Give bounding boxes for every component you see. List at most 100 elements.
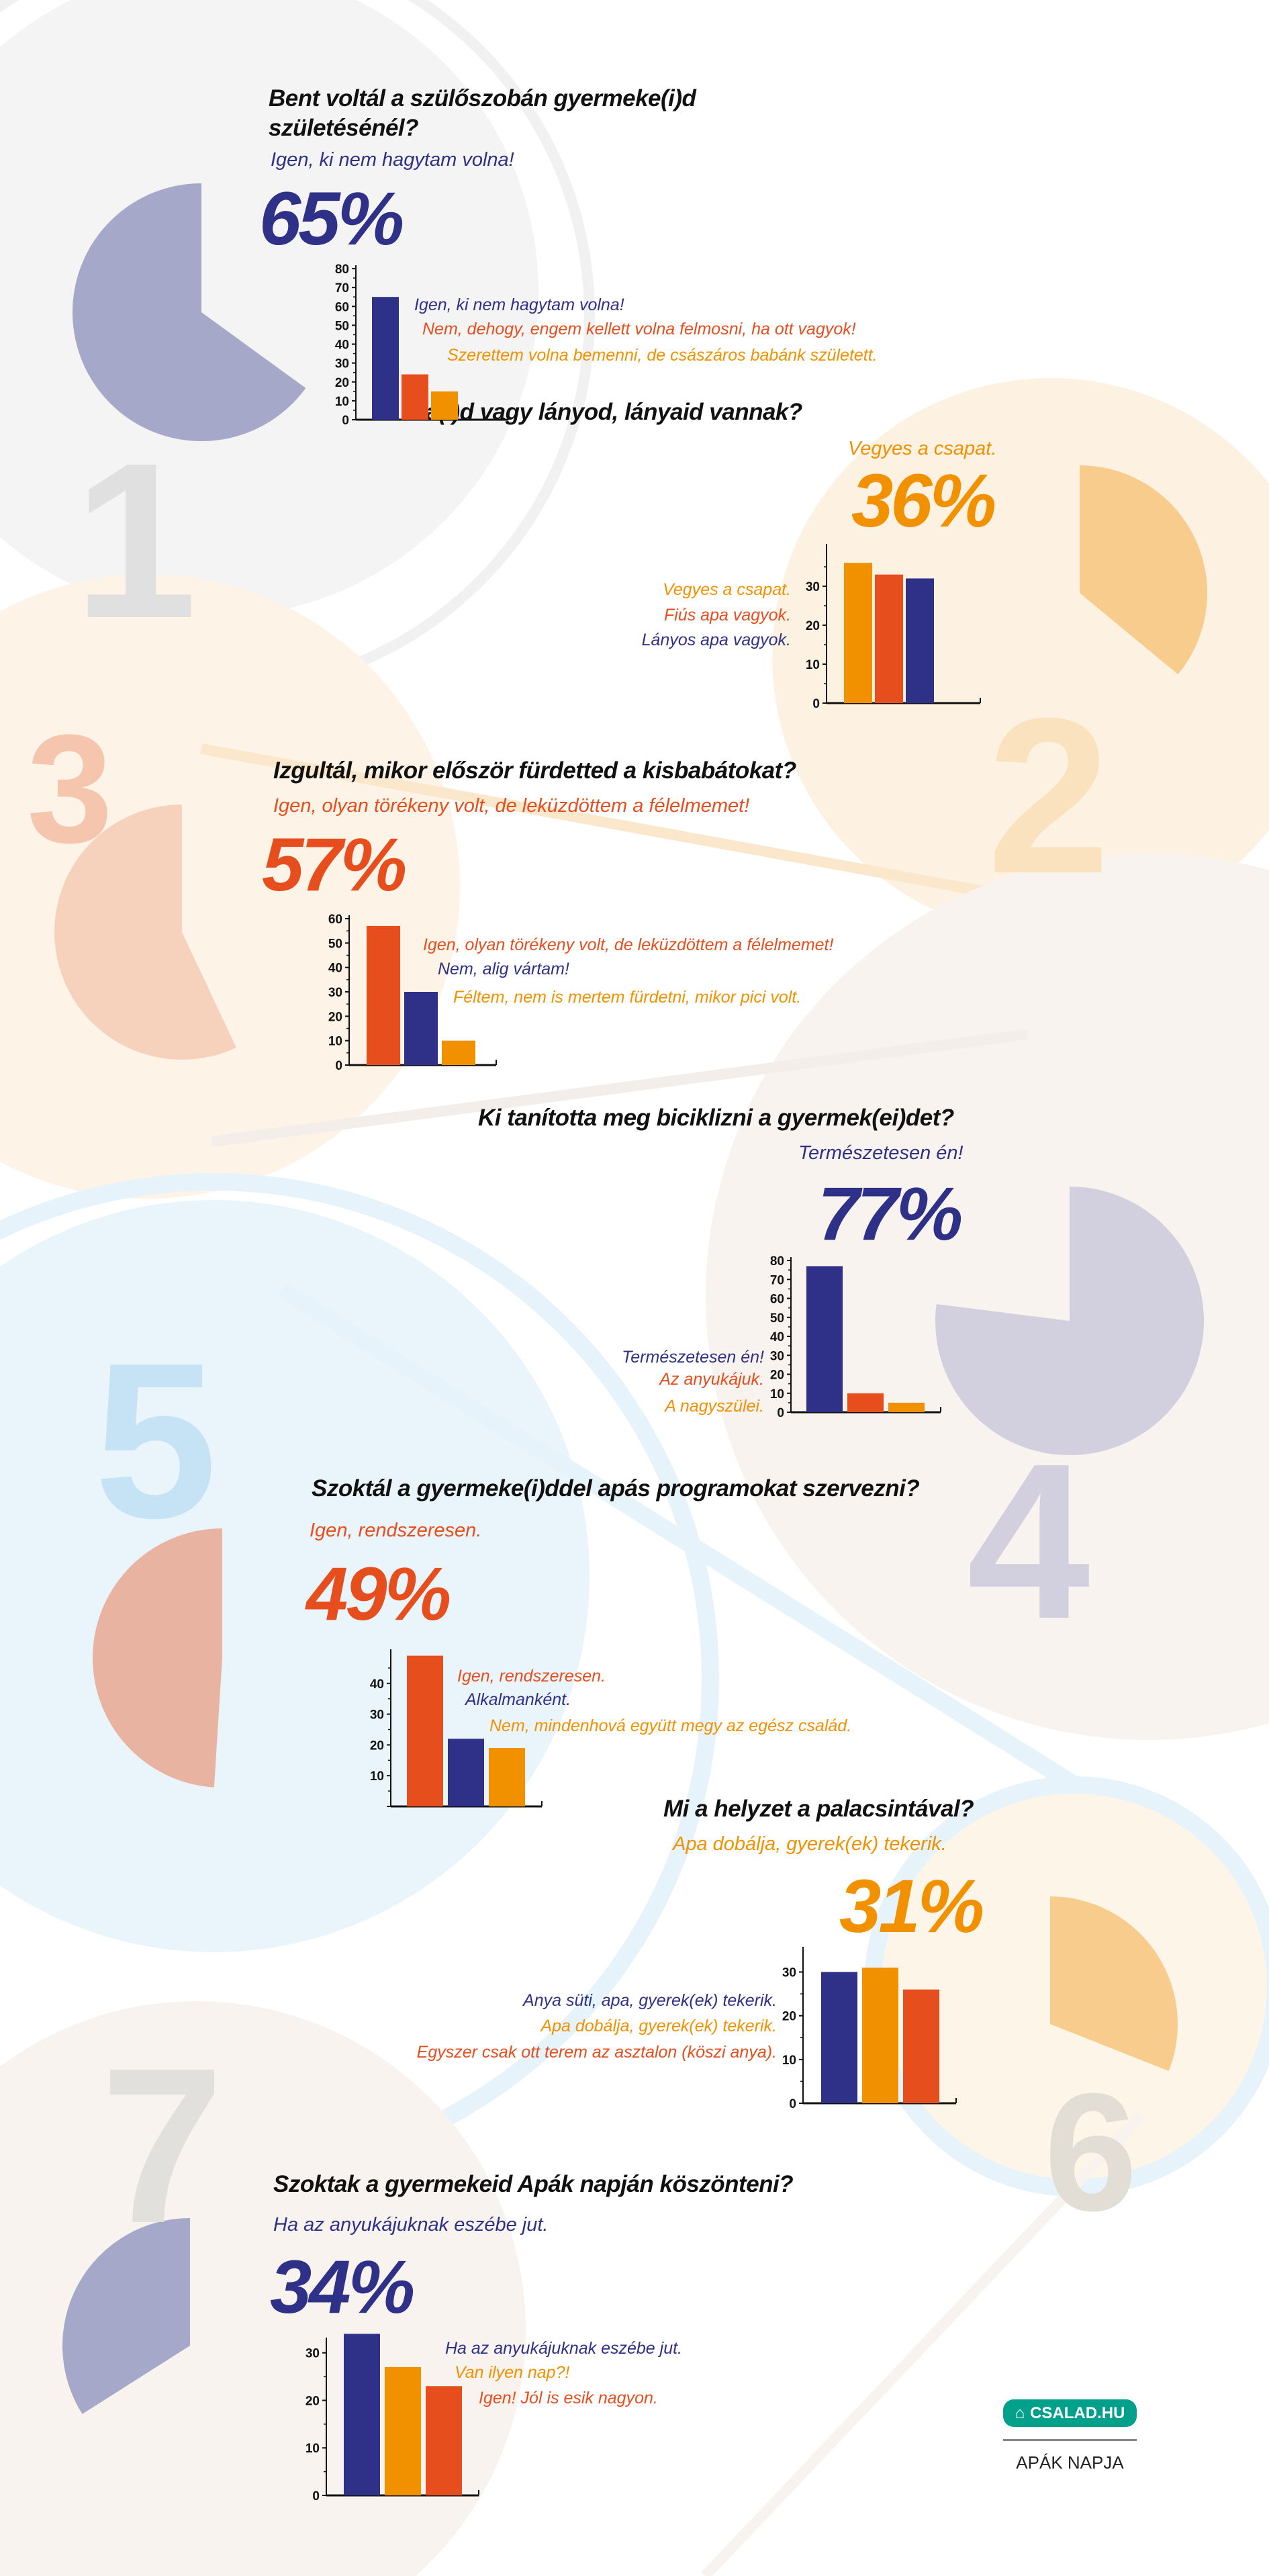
y-tick-label: 60 xyxy=(328,913,342,927)
y-tick-label: 10 xyxy=(806,658,820,672)
legend-label: Igen, ki nem hagytam volna! xyxy=(414,295,624,314)
y-tick-label: 30 xyxy=(306,2347,320,2361)
bar-chart-7: 0 10 20 30 xyxy=(306,2334,479,2503)
legend-label: Lányos apa vagyok. xyxy=(641,631,791,649)
legend-label: Igen! Jól is esik nagyon. xyxy=(479,2389,658,2407)
legend-label: Alkalmanként. xyxy=(465,1690,571,1709)
bar-chart-1: 0 10 20 30 40 50 60 70 80 xyxy=(335,263,509,428)
legend-label: Igen, olyan törékeny volt, de leküzdötte… xyxy=(423,935,834,954)
percent-6: 31% xyxy=(839,1864,984,1948)
bar-3 xyxy=(906,578,934,703)
y-tick-label: 30 xyxy=(328,986,342,1000)
y-tick-label: 10 xyxy=(335,395,349,409)
bar-1 xyxy=(844,563,872,703)
y-tick-label: 0 xyxy=(777,1406,784,1420)
bar-2 xyxy=(448,1739,484,1806)
legend-label: Az anyukájuk. xyxy=(659,1370,764,1389)
bg-circle-4 xyxy=(706,854,1269,1740)
percentage-wedge-7 xyxy=(62,2218,190,2414)
y-tick-label: 60 xyxy=(770,1293,784,1307)
section-number-4: 4 xyxy=(967,1417,1090,1665)
section-number-3: 3 xyxy=(27,702,113,875)
bar-3 xyxy=(431,391,458,420)
y-tick-label: 70 xyxy=(335,281,349,295)
legend-label: Fiús apa vagyok. xyxy=(664,606,791,625)
legend-label: Szerettem volna bemenni, de császáros ba… xyxy=(447,346,878,365)
y-tick-label: 10 xyxy=(370,1769,384,1784)
bar-1 xyxy=(821,1972,857,2103)
bar-1 xyxy=(806,1266,843,1412)
bar-2 xyxy=(847,1393,884,1412)
legend-label: Igen, rendszeresen. xyxy=(457,1667,606,1686)
bar-chart-5: 10 20 30 40 xyxy=(370,1649,543,1808)
question-1: Bent voltál a szülőszobán gyermeke(i)d sz… xyxy=(269,84,696,143)
bar-chart-6: 0 10 20 30 xyxy=(782,1947,957,2111)
legend-label: Apa dobálja, gyerek(ek) tekerik. xyxy=(540,2017,777,2035)
y-tick-label: 10 xyxy=(770,1387,784,1401)
legend-label: A nagyszülei. xyxy=(665,1397,764,1416)
question-7: Szoktak a gyermekeid Apák napján köszönt… xyxy=(273,2171,794,2197)
section-number-2: 2 xyxy=(987,672,1111,919)
top-answer-1: Igen, ki nem hagytam volna! xyxy=(271,149,514,171)
percentage-wedge-5 xyxy=(92,1528,222,1788)
section-number-1: 1 xyxy=(74,416,197,664)
bar-3 xyxy=(442,1040,475,1065)
section-number-7: 7 xyxy=(101,2021,224,2269)
y-tick-label: 0 xyxy=(789,2097,796,2111)
top-answer-7: Ha az anyukájuknak eszébe jut. xyxy=(273,2214,549,2236)
y-tick-label: 10 xyxy=(306,2442,320,2456)
legend-label: Féltem, nem is mertem fürdetni, mikor pi… xyxy=(453,988,802,1007)
section-number-5: 5 xyxy=(94,1316,218,1564)
question-3: Izgultál, mikor először fürdetted a kisb… xyxy=(273,757,796,784)
section-number-6: 6 xyxy=(1044,2058,1138,2246)
legend-label: Vegyes a csapat. xyxy=(663,580,791,599)
y-tick-label: 20 xyxy=(306,2394,320,2408)
percentage-wedge-4 xyxy=(935,1187,1204,1455)
bg-line xyxy=(701,2111,1145,2576)
footer-caption: APÁK NAPJA xyxy=(1016,2452,1124,2473)
bar-1 xyxy=(372,297,399,420)
y-tick-label: 0 xyxy=(335,1059,342,1073)
legend-label: Nem, mindenhová együtt megy az egész csa… xyxy=(489,1716,852,1735)
bar-2 xyxy=(404,992,438,1065)
bg-circle-1 xyxy=(0,0,538,617)
bar-2 xyxy=(402,374,428,420)
bar-chart-4: 0 10 20 30 40 50 60 70 80 xyxy=(770,1254,941,1420)
y-tick-label: 10 xyxy=(782,2054,796,2068)
y-tick-label: 20 xyxy=(335,376,349,390)
bg-line xyxy=(200,743,995,899)
y-tick-label: 20 xyxy=(806,619,820,633)
question-6: Mi a helyzet a palacsintával? xyxy=(663,1796,974,1822)
question-5: Szoktál a gyermeke(i)ddel apás programok… xyxy=(312,1475,920,1502)
y-tick-label: 40 xyxy=(770,1330,784,1344)
percentage-wedge-2 xyxy=(1080,465,1207,675)
y-tick-label: 80 xyxy=(335,263,349,277)
csalad-hu-logo[interactable]: ⌂ CSALAD.HU xyxy=(1003,2399,1137,2427)
y-tick-label: 50 xyxy=(770,1312,784,1326)
bar-3 xyxy=(903,1989,939,2103)
legend-label: Egyszer csak ott terem az asztalon (kösz… xyxy=(416,2043,777,2062)
bar-1 xyxy=(367,925,400,1065)
bar-chart-2: 0 10 20 30 xyxy=(806,544,981,711)
y-tick-label: 0 xyxy=(812,697,820,711)
legend-label: Nem, dehogy, engem kellett volna felmosn… xyxy=(422,320,856,338)
bar-2 xyxy=(385,2366,421,2495)
legend-label: Nem, alig vártam! xyxy=(438,960,569,978)
footer-divider xyxy=(1003,2439,1137,2441)
y-tick-label: 40 xyxy=(370,1677,384,1692)
y-tick-label: 50 xyxy=(335,319,349,333)
bar-2 xyxy=(862,1968,898,2103)
top-answer-6: Apa dobálja, gyerek(ek) tekerik. xyxy=(673,1833,947,1855)
y-tick-label: 30 xyxy=(806,580,820,594)
bg-circle-3 xyxy=(0,574,460,1199)
bg-circle-5 xyxy=(0,1200,590,1952)
percent-5: 49% xyxy=(306,1552,451,1636)
percentage-wedge-3 xyxy=(54,804,236,1060)
y-tick-label: 40 xyxy=(328,962,342,976)
question-line: Bent voltál a szülőszobán gyermeke(i)d xyxy=(269,85,696,111)
y-tick-label: 50 xyxy=(328,937,342,951)
y-tick-label: 20 xyxy=(770,1369,784,1383)
bar-chart-3: 0 10 20 30 40 50 60 xyxy=(328,913,497,1073)
y-tick-label: 70 xyxy=(770,1273,784,1287)
